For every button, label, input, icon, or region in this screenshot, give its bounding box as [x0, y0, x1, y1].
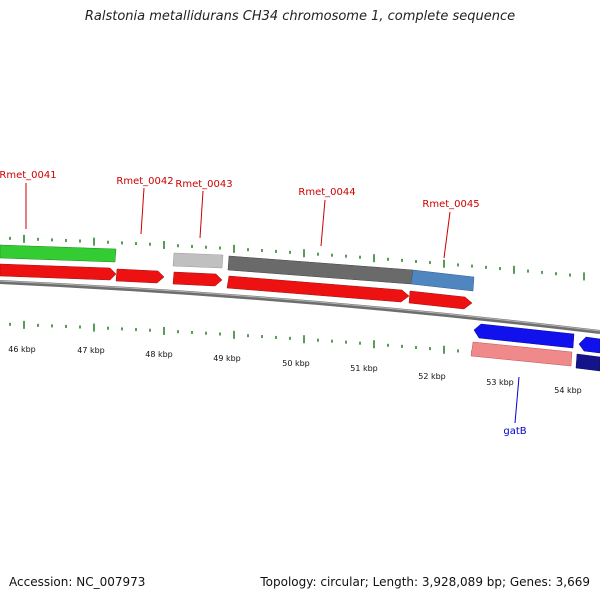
- leader-line-rmet-0043: [199, 190, 204, 239]
- leader-line-rmet-0044: [320, 199, 326, 247]
- kbp-label-49: 49 kbp: [213, 354, 241, 363]
- gene-label-rmet-0043[interactable]: Rmet_0043: [175, 179, 232, 190]
- leader-line-rmet-0042: [140, 187, 145, 235]
- map-title: Ralstonia metallidurans CH34 chromosome …: [84, 9, 516, 24]
- kbp-label-47: 47 kbp: [77, 346, 105, 355]
- leader-line-gatB: [514, 376, 520, 424]
- gene-arrow-reverse-next[interactable]: [578, 336, 600, 354]
- outer-tick-track: [9, 234, 585, 281]
- kbp-label-51: 51 kbp: [350, 364, 378, 373]
- gene-arrow-rmet-0044[interactable]: [226, 275, 410, 303]
- kbp-label-48: 48 kbp: [145, 350, 173, 359]
- gene-arrow-rmet-0041[interactable]: [0, 263, 117, 281]
- gene-arrow-gatB[interactable]: [473, 323, 575, 349]
- gene-label-rmet-0044[interactable]: Rmet_0044: [298, 187, 355, 198]
- kbp-label-53: 53 kbp: [486, 378, 514, 387]
- topology-text: Topology: circular; Length: 3,928,089 bp…: [260, 575, 590, 589]
- kbp-label-46: 46 kbp: [8, 345, 36, 354]
- accession-text: Accession: NC_007973: [9, 575, 146, 589]
- gene-arrow-rmet-0043[interactable]: [172, 271, 223, 287]
- gene-label-rmet-0041[interactable]: Rmet_0041: [0, 170, 57, 181]
- gene-label-rmet-0042[interactable]: Rmet_0042: [116, 176, 173, 187]
- feature-bar-salmon: [470, 341, 573, 367]
- gene-label-rmet-0045[interactable]: Rmet_0045: [422, 199, 479, 210]
- kbp-label-50: 50 kbp: [282, 359, 310, 368]
- leader-line-rmet-0045: [443, 211, 451, 259]
- genome-backbone: [0, 280, 600, 334]
- kbp-label-52: 52 kbp: [418, 372, 446, 381]
- feature-bar-navy: [575, 353, 600, 372]
- gene-arrow-rmet-0045[interactable]: [408, 290, 473, 310]
- gene-label-gatB[interactable]: gatB: [503, 426, 526, 437]
- gene-arrow-rmet-0042[interactable]: [115, 268, 165, 284]
- feature-bar-steelblue: [410, 269, 475, 292]
- feature-bar-grey-light: [172, 252, 224, 269]
- kbp-label-54: 54 kbp: [554, 386, 582, 395]
- feature-bar-green: [0, 244, 117, 263]
- genome-backbone-highlight: [0, 280, 600, 332]
